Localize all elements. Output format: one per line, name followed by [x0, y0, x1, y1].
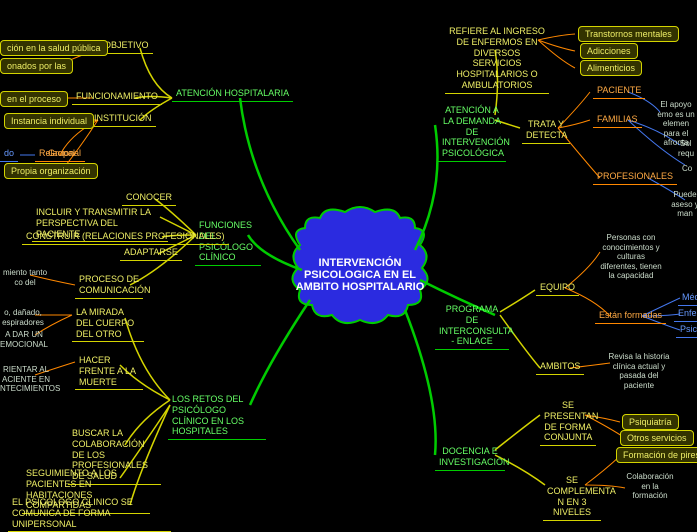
leaf-co: Co [682, 165, 692, 174]
node-secomplementan: SE COMPLEMENTA N EN 3 NIVELES [543, 475, 601, 521]
leaf-miento: miento tanto co del [0, 268, 50, 287]
node-mirada: LA MIRADA DEL CUERPO DEL OTRO [72, 307, 144, 342]
node-objetivo: OBJETIVO [100, 40, 153, 54]
node-ambitos: AMBITOS [536, 361, 584, 375]
branch-programa: PROGRAMA DE INTERCONSULTA - ENLACE [435, 304, 509, 350]
leaf-requ: requ [678, 150, 694, 159]
leaf-onados: onados por las [0, 58, 73, 74]
node-adaptarse: ADAPTARSE [120, 247, 182, 261]
leaf-psic: Psicó [676, 324, 697, 338]
leaf-propia: Propia organización [4, 163, 98, 179]
node-refiere: REFIERE AL INGRESO DE ENFERMOS EN DIVERS… [445, 26, 549, 94]
leaf-instancia: Instancia individual [4, 113, 94, 129]
leaf-alimenticios: Alimenticios [580, 60, 642, 76]
leaf-trastornos: Transtornos mentales [578, 26, 679, 42]
node-equipo: EQUIPO [536, 282, 579, 296]
leaf-grupal: Grupal [44, 148, 79, 162]
node-trata: TRATA Y DETECTA [522, 119, 570, 144]
leaf-proceso: en el proceso [0, 91, 68, 107]
leaf-enfer: Enfer [674, 308, 697, 322]
node-paciente: PACIENTE [593, 85, 645, 99]
node-elpsicologo: EL PSICOLOGO CLINICO SE COMUNICA DE FORM… [8, 497, 171, 532]
node-familias: FAMILIAS [593, 114, 642, 128]
leaf-darun: A DAR UN EMOCIONAL [0, 330, 48, 349]
node-construir: CONSTRUIR (RELACIONES PROFESIONALES) [22, 231, 229, 245]
leaf-puede: Puede aseso y man [670, 190, 697, 219]
node-hacerfrente: HACER FRENTE A LA MUERTE [75, 355, 143, 390]
branch-atencion-hosp: ATENCIÓN HOSPITALARIA [172, 88, 293, 102]
leaf-colaboracion: Colaboración en la formación [625, 472, 675, 501]
leaf-sol: Sol [680, 140, 692, 149]
leaf-adicciones: Adicciones [580, 43, 638, 59]
node-procesocom: PROCESO DE COMUNICACIÓN [75, 274, 143, 299]
branch-docencia: DOCENCIA E INVESTIGACIÓN [435, 446, 505, 471]
node-sepresentan: SE PRESENTAN DE FORMA CONJUNTA [540, 400, 596, 446]
leaf-revisa: Revisa la historia clínica actual y pasa… [605, 352, 673, 390]
leaf-formacionpires: Formación de pires [616, 447, 697, 463]
center-label: INTERVENCIÓN PSICOLOGICA EN EL AMBITO HO… [290, 257, 430, 293]
leaf-rientar: RIENTAR AL ACIENTE EN NTECIMIENTOS [0, 365, 52, 394]
node-funcionamiento: FUNCIONAMIENTO [72, 91, 162, 105]
node-institucion: INSTITUCIÓN [90, 113, 156, 127]
leaf-salud-publica: ción en la salud pública [0, 40, 108, 56]
leaf-personas: Personas con conocimientos y culturas di… [600, 233, 662, 281]
leaf-psiquiatria: Psiquiatría [622, 414, 679, 430]
leaf-med: Méd [678, 292, 697, 306]
leaf-otros: Otros servicios [620, 430, 694, 446]
branch-demanda: ATENCIÓN A LA DEMANDA DE INTERVENCIÓN PS… [438, 105, 506, 162]
branch-retos: LOS RETOS DEL PSICÓLOGO CLÍNICO EN LOS H… [168, 394, 266, 440]
node-profesionales: PROFESIONALES [593, 171, 677, 185]
leaf-danado: o, dañado, espiradores [0, 308, 46, 327]
center-topic: INTERVENCIÓN PSICOLOGICA EN EL AMBITO HO… [290, 225, 430, 325]
node-estan: Están formadas [595, 310, 666, 324]
leaf-do: do [0, 148, 18, 162]
node-conocer: CONOCER [122, 192, 176, 206]
